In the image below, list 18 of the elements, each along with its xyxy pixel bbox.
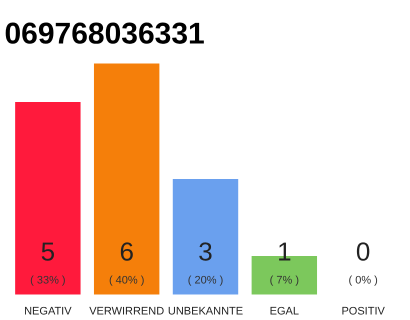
annotation: ( 20% ) [188,274,224,286]
bar [172,179,238,294]
x-tick-label: EGAL [270,306,300,318]
bar [94,64,160,294]
chart-title: 069768036331 [4,18,205,50]
annotation: ( 33% ) [30,274,66,286]
annotation: ( 40% ) [108,274,144,286]
annotation: ( 0% ) [348,274,378,286]
x-tick-label: UNBEKANNTE [168,306,244,318]
data-label: 0 [356,236,370,266]
data-label: 6 [119,236,134,266]
bar [15,102,81,294]
annotation: ( 7% ) [270,274,299,286]
x-tick-label: NEGATIV [24,306,72,318]
data-label: 5 [40,236,56,266]
x-tick-label: VERWIRREND [89,306,164,318]
x-tick-label: POSITIV [341,306,386,318]
data-label: 3 [198,236,213,266]
